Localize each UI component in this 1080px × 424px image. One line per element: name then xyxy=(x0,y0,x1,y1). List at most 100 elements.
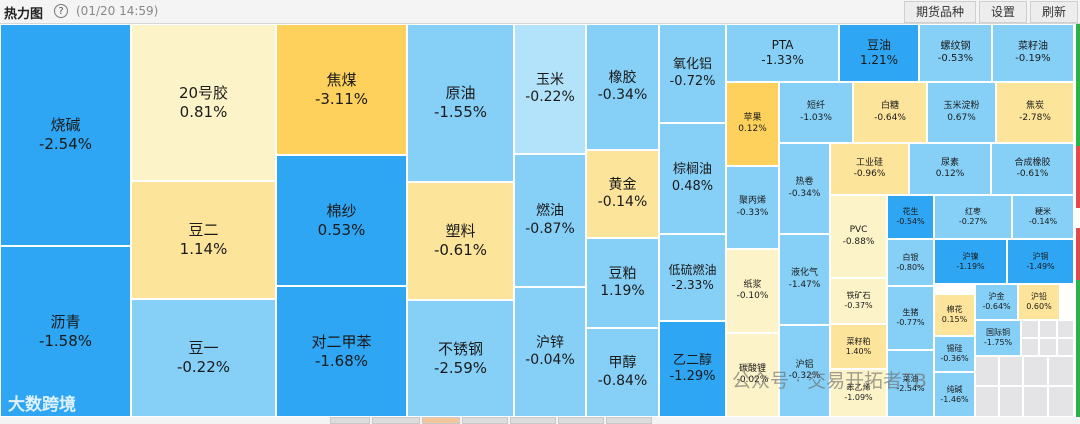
tile-PVC[interactable]: PVC -0.88% xyxy=(830,195,887,278)
futures-varieties-button[interactable]: 期货品种 xyxy=(904,1,976,23)
tile-纸浆[interactable]: 纸浆 -0.10% xyxy=(726,249,779,333)
tile-change: -1.68% xyxy=(314,351,369,370)
tile-白银[interactable]: 白银 -0.80% xyxy=(887,239,934,286)
tile-对二甲苯[interactable]: 对二甲苯 -1.68% xyxy=(276,286,407,417)
tile-豆二[interactable]: 豆二 1.14% xyxy=(131,181,276,299)
bottom-tab[interactable] xyxy=(558,417,604,424)
tile-20号胶[interactable]: 20号胶 0.81% xyxy=(131,24,276,181)
tile-name: 20号胶 xyxy=(178,83,229,102)
tile-烧碱[interactable]: 烧碱 -2.54% xyxy=(0,24,131,246)
empty-cell xyxy=(975,356,999,386)
question-circle-icon[interactable]: ? xyxy=(54,4,68,18)
tile-氧化铝[interactable]: 氧化铝 -0.72% xyxy=(659,24,726,123)
tile-焦炭[interactable]: 焦炭 -2.78% xyxy=(996,82,1074,143)
tile-change: 0.48% xyxy=(671,178,714,194)
tile-name: 白银 xyxy=(902,252,919,262)
bottom-tab[interactable] xyxy=(462,417,508,424)
tile-粳米[interactable]: 粳米 -0.14% xyxy=(1012,195,1074,239)
bottom-tab[interactable] xyxy=(606,417,652,424)
tile-菜籽油[interactable]: 菜籽油 -0.19% xyxy=(992,24,1074,82)
tile-铁矿石[interactable]: 铁矿石 -0.37% xyxy=(830,278,887,324)
empty-cell xyxy=(1039,320,1057,338)
tile-change: -0.36% xyxy=(940,354,969,363)
tile-黄金[interactable]: 黄金 -0.14% xyxy=(586,150,659,238)
tile-低硫燃油[interactable]: 低硫燃油 -2.33% xyxy=(659,234,726,321)
tile-name: 棕榈油 xyxy=(672,162,712,178)
tile-豆油[interactable]: 豆油 1.21% xyxy=(839,24,919,82)
tile-棕榈油[interactable]: 棕榈油 0.48% xyxy=(659,123,726,234)
tile-沪镍[interactable]: 沪镍 -1.19% xyxy=(934,239,1007,284)
tile-name: 螺纹钢 xyxy=(940,40,971,52)
tile-燃油[interactable]: 燃油 -0.87% xyxy=(514,154,586,287)
settings-button[interactable]: 设置 xyxy=(979,1,1027,23)
tile-花生[interactable]: 花生 -0.54% xyxy=(887,195,934,239)
tile-change: -0.84% xyxy=(597,372,648,389)
tile-name: 不锈钢 xyxy=(437,339,483,358)
tile-菜油[interactable]: 菜油 -2.54% xyxy=(887,350,934,417)
tile-沪铝[interactable]: 沪铝 -0.32% xyxy=(779,325,830,417)
tile-name: 豆粕 xyxy=(608,265,637,282)
tile-菜籽粕[interactable]: 菜籽粕 1.40% xyxy=(830,324,887,369)
tile-红枣[interactable]: 红枣 -0.27% xyxy=(934,195,1012,239)
tile-name: PTA xyxy=(771,38,794,52)
tile-生猪[interactable]: 生猪 -0.77% xyxy=(887,286,934,350)
tile-碳酸锂[interactable]: 碳酸锂 -0.02% xyxy=(726,333,779,417)
tile-change: -0.72% xyxy=(669,73,716,89)
tile-change: -0.04% xyxy=(525,352,575,368)
tile-液化气[interactable]: 液化气 -1.47% xyxy=(779,234,830,325)
tile-name: 生猪 xyxy=(902,308,919,317)
tile-甲醇[interactable]: 甲醇 -0.84% xyxy=(586,328,659,417)
tile-玉米淀粉[interactable]: 玉米淀粉 0.67% xyxy=(927,82,996,143)
refresh-button[interactable]: 刷新 xyxy=(1030,1,1078,23)
tile-塑料[interactable]: 塑料 -0.61% xyxy=(407,182,514,300)
tile-change: -3.11% xyxy=(314,89,369,108)
tile-短纤[interactable]: 短纤 -1.03% xyxy=(779,82,853,143)
tile-豆一[interactable]: 豆一 -0.22% xyxy=(131,299,276,417)
tile-沥青[interactable]: 沥青 -1.58% xyxy=(0,246,131,417)
tile-白糖[interactable]: 白糖 -0.64% xyxy=(853,82,927,143)
tile-change: -0.33% xyxy=(736,207,769,218)
tile-焦煤[interactable]: 焦煤 -3.11% xyxy=(276,24,407,155)
tile-change: 1.19% xyxy=(600,283,645,299)
tile-棉纱[interactable]: 棉纱 0.53% xyxy=(276,155,407,286)
tile-不锈钢[interactable]: 不锈钢 -2.59% xyxy=(407,300,514,417)
tile-name: 甲醇 xyxy=(608,355,637,371)
tile-沪铅[interactable]: 沪铅 0.60% xyxy=(1018,284,1060,320)
bottom-tab-active[interactable] xyxy=(422,417,460,424)
bottom-tab[interactable] xyxy=(372,417,420,424)
tile-name: 焦煤 xyxy=(326,70,357,89)
tile-尿素[interactable]: 尿素 0.12% xyxy=(909,143,991,195)
tile-合成橡胶[interactable]: 合成橡胶 -0.61% xyxy=(991,143,1074,195)
tile-聚丙烯[interactable]: 聚丙烯 -0.33% xyxy=(726,166,779,249)
tile-原油[interactable]: 原油 -1.55% xyxy=(407,24,514,182)
tile-苯乙烯[interactable]: 苯乙烯 -1.09% xyxy=(830,369,887,417)
tile-苹果[interactable]: 苹果 0.12% xyxy=(726,82,779,166)
tile-沪铜[interactable]: 沪铜 -1.49% xyxy=(1007,239,1074,284)
tile-纯碱[interactable]: 纯碱 -1.46% xyxy=(934,372,975,417)
bottom-tab[interactable] xyxy=(330,417,370,424)
tile-锡硅[interactable]: 锡硅 -0.36% xyxy=(934,336,975,372)
tile-name: 碳酸锂 xyxy=(738,363,766,374)
tile-change: -0.22% xyxy=(176,358,231,376)
tile-name: 锡硅 xyxy=(946,344,963,353)
tile-乙二醇[interactable]: 乙二醇 -1.29% xyxy=(659,321,726,417)
tile-name: PVC xyxy=(849,225,868,236)
tile-橡胶[interactable]: 橡胶 -0.34% xyxy=(586,24,659,150)
tile-豆粕[interactable]: 豆粕 1.19% xyxy=(586,238,659,328)
tile-沪锌[interactable]: 沪锌 -0.04% xyxy=(514,287,586,417)
tile-玉米[interactable]: 玉米 -0.22% xyxy=(514,24,586,154)
tile-棉花[interactable]: 棉花 0.15% xyxy=(934,294,975,336)
tile-name: 豆油 xyxy=(866,38,891,52)
tile-沪金[interactable]: 沪金 -0.64% xyxy=(975,284,1018,320)
tile-螺纹钢[interactable]: 螺纹钢 -0.53% xyxy=(919,24,992,82)
tile-name: 燃油 xyxy=(536,203,564,219)
tile-name: 铁矿石 xyxy=(846,291,871,300)
bottom-tab[interactable] xyxy=(510,417,556,424)
tile-PTA[interactable]: PTA -1.33% xyxy=(726,24,839,82)
tile-name: 焦炭 xyxy=(1025,101,1044,112)
tile-工业硅[interactable]: 工业硅 -0.96% xyxy=(830,143,909,195)
empty-cell xyxy=(1039,338,1057,356)
tile-国际铜[interactable]: 国际铜 -1.75% xyxy=(975,320,1021,356)
tile-热卷[interactable]: 热卷 -0.34% xyxy=(779,143,830,234)
tile-change: -0.19% xyxy=(1015,53,1051,64)
